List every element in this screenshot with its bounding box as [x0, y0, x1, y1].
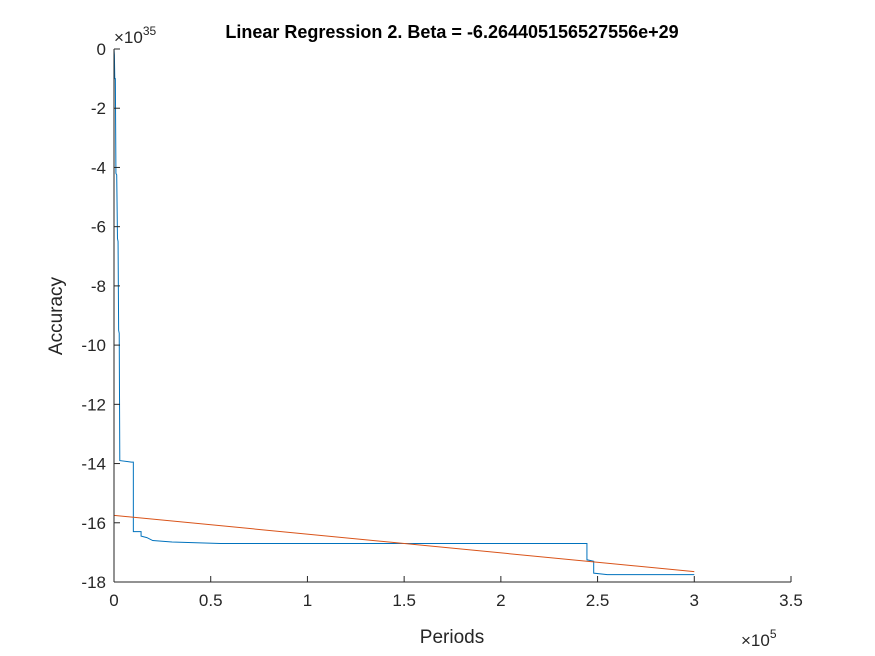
y-ticks: 0 -2 -4 -6 -8 -10 -12 -14 -16 -18: [81, 40, 120, 592]
y-exponent: ×1035: [114, 24, 157, 47]
x-exponent: ×105: [741, 627, 777, 650]
x-axis-label: Periods: [420, 627, 484, 648]
y-tick-label: -10: [81, 336, 106, 355]
x-tick-label: 2: [496, 591, 505, 610]
y-exponent-base: ×10: [114, 28, 143, 47]
y-tick-label: -16: [81, 514, 106, 533]
regression-line: [113, 514, 695, 573]
x-tick-label: 0.5: [199, 591, 223, 610]
x-tick-label: 1.5: [392, 591, 416, 610]
axes-layer: [113, 49, 791, 583]
x-exponent-base: ×10: [741, 631, 770, 650]
x-ticks: 0 0.5 1 1.5 2 2.5 3 3.5: [109, 576, 803, 610]
series-line-accuracy: [113, 48, 695, 576]
series-layer: [113, 48, 695, 576]
y-tick-label: -4: [91, 158, 106, 177]
x-tick-label: 1: [303, 591, 312, 610]
x-tick-label: 0: [109, 591, 118, 610]
y-tick-label: -12: [81, 395, 106, 414]
y-axis-label: Accuracy: [46, 276, 67, 355]
x-tick-label: 2.5: [586, 591, 610, 610]
y-tick-label: 0: [97, 40, 106, 59]
y-exponent-power: 35: [143, 24, 157, 38]
x-exponent-power: 5: [770, 627, 777, 641]
chart-title: Linear Regression 2. Beta = -6.264405156…: [225, 22, 678, 42]
y-tick-label: -2: [91, 99, 106, 118]
y-tick-label: -8: [91, 277, 106, 296]
y-tick-label: -18: [81, 573, 106, 592]
x-tick-label: 3: [690, 591, 699, 610]
y-tick-label: -6: [91, 218, 106, 237]
y-tick-label: -14: [81, 455, 106, 474]
x-tick-label: 3.5: [779, 591, 803, 610]
